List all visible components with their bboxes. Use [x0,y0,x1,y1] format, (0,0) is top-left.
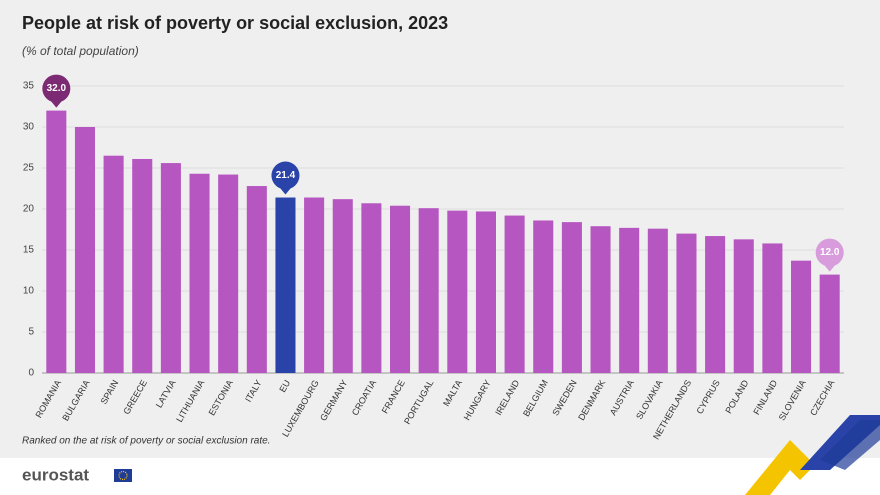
bar [103,155,124,373]
value-label-bubble [42,74,71,108]
y-tick-label: 30 [23,122,35,133]
bar [246,186,267,373]
bar [218,174,239,373]
y-tick-label: 20 [23,204,35,215]
chart-title: People at risk of poverty or social excl… [22,13,448,33]
chart-subtitle: (% of total population) [22,44,139,58]
background [0,0,880,458]
eu-flag [114,469,132,482]
bar [132,158,153,373]
decoration [745,415,880,495]
bar [590,226,611,373]
value-label: 32.0 [47,83,67,94]
y-tick-label: 15 [23,245,35,256]
bar [447,210,468,373]
note: Ranked on the at risk of poverty or soci… [22,436,270,447]
bar [733,239,754,373]
bar [189,173,210,373]
bar [561,222,582,373]
y-tick-label: 35 [23,81,35,92]
bar [791,260,812,373]
y-tick-label: 10 [23,286,35,297]
y-tick-label: 5 [28,327,34,338]
logo: eurostat [22,465,89,484]
y-tick-label: 0 [28,368,34,379]
y-tick-label: 25 [23,163,35,174]
bar [74,127,95,373]
bar [46,110,67,373]
value-label: 12.0 [820,247,840,258]
bar [390,205,411,373]
value-label: 21.4 [276,170,296,181]
bar [762,243,783,373]
bar [647,228,668,373]
footer [0,458,880,495]
bar [819,274,840,373]
bar [275,197,296,373]
bar [475,211,496,373]
bar [160,163,181,373]
bar [504,215,525,373]
bar [361,203,382,373]
value-label-bubble [271,161,300,195]
bar [619,227,640,373]
bar [676,233,697,373]
bar [304,197,325,373]
bar [705,236,726,373]
bar [418,208,439,373]
value-label-bubble [815,238,844,272]
bar [533,220,554,373]
bar [332,199,353,373]
